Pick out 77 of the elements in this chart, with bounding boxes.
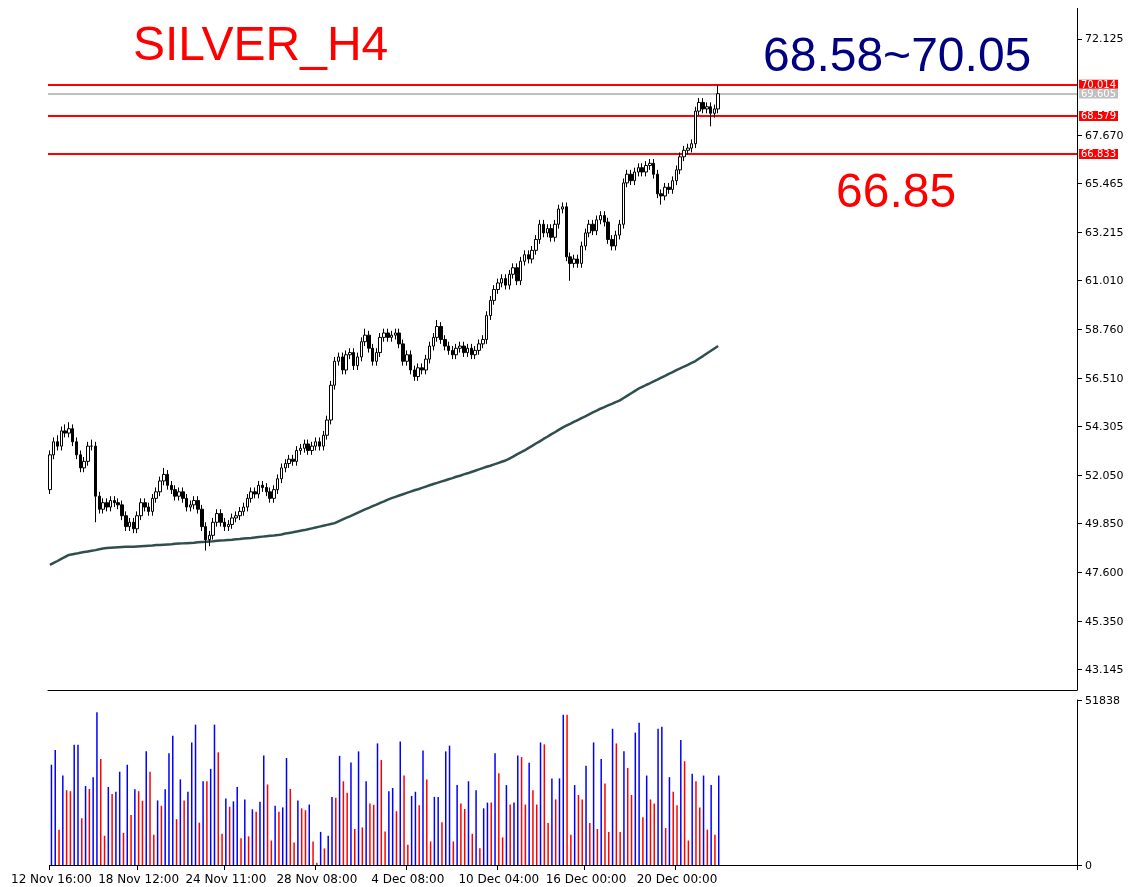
y-tick-label: 47.600 xyxy=(1085,565,1124,579)
y-tick-label: 65.465 xyxy=(1085,177,1124,191)
y-tick-label: 63.215 xyxy=(1085,226,1124,240)
candlestick xyxy=(303,439,306,454)
line-series xyxy=(48,344,720,567)
candlestick xyxy=(314,436,317,451)
candlestick xyxy=(454,343,458,360)
y-tick-label: 58.760 xyxy=(1085,323,1124,337)
y-tick-label: 43.145 xyxy=(1085,662,1124,676)
chart-title: SILVER_H4 xyxy=(133,16,389,70)
candlestick xyxy=(386,328,390,343)
y-tick-label: 67.670 xyxy=(1085,129,1124,143)
y-tick-label: 56.510 xyxy=(1085,371,1124,385)
candlestick xyxy=(416,362,420,382)
candlestick xyxy=(306,439,310,456)
ref-line-label: 66.833 xyxy=(1081,148,1116,160)
y-tick-label: 52.050 xyxy=(1085,469,1124,482)
candlestick xyxy=(527,249,530,264)
candlestick xyxy=(663,182,667,201)
candlestick xyxy=(238,506,242,521)
candlestick xyxy=(109,495,112,512)
y-tick-label: 72.125 xyxy=(1085,32,1124,46)
y-tick-label: 51838 xyxy=(1085,693,1120,707)
candlestick xyxy=(466,343,469,358)
candlestick xyxy=(644,160,648,177)
candlestick xyxy=(549,223,553,243)
x-tick-label: 20 Dec 00:00 xyxy=(636,872,718,886)
candlestick xyxy=(94,441,97,523)
y-tick-label: 0 xyxy=(1085,858,1092,872)
ref-line-label: 68.579 xyxy=(1081,110,1116,122)
candlestick xyxy=(470,343,473,360)
annotation: 66.85 xyxy=(836,163,957,217)
x-tick-label: 16 Dec 00:00 xyxy=(545,872,627,886)
ref-line-label: 70.014 xyxy=(1081,79,1116,91)
x-tick-label: 18 Nov 12:00 xyxy=(98,872,180,886)
candlestick xyxy=(595,215,598,236)
candlestick xyxy=(177,486,181,502)
candlestick xyxy=(716,84,720,114)
candlestick xyxy=(390,330,393,343)
candlestick xyxy=(341,352,344,375)
x-tick-label: 4 Dec 08:00 xyxy=(371,872,445,886)
candlestick xyxy=(287,454,291,469)
candlestick xyxy=(230,513,234,530)
y-tick-label: 54.305 xyxy=(1085,419,1124,433)
x-tick-label: 12 Nov 16:00 xyxy=(10,872,92,886)
candlestick xyxy=(633,167,636,186)
candlestick xyxy=(591,219,595,236)
x-tick-label: 24 Nov 11:00 xyxy=(185,872,267,886)
candlestick xyxy=(504,273,507,290)
candlestick xyxy=(295,445,298,467)
candlestick xyxy=(629,169,633,186)
candlestick xyxy=(113,495,116,508)
candlestick xyxy=(352,347,355,371)
candlestick xyxy=(257,480,260,499)
candlestick xyxy=(310,441,314,456)
candlestick xyxy=(192,495,196,510)
candlestick xyxy=(105,497,109,512)
x-tick-label: 10 Dec 04:00 xyxy=(458,872,540,886)
y-tick-label: 61.010 xyxy=(1085,274,1124,288)
candlestick xyxy=(640,162,644,177)
ref-line-label: 69.605 xyxy=(1081,87,1116,99)
candlestick xyxy=(173,484,177,502)
candlestick xyxy=(344,349,348,375)
candlestick xyxy=(709,101,712,127)
candlestick xyxy=(268,486,272,504)
candlestick xyxy=(462,341,466,358)
y-tick-label: 45.350 xyxy=(1085,614,1124,628)
candlestick xyxy=(477,339,481,356)
candlestick xyxy=(166,469,169,491)
candlestick xyxy=(60,426,63,451)
candlestick xyxy=(701,97,705,114)
candlestick xyxy=(546,223,549,238)
annotation: 68.58~70.05 xyxy=(763,27,1032,81)
x-tick-label: 28 Nov 08:00 xyxy=(276,872,358,886)
candlestick xyxy=(219,508,223,528)
y-tick-label: 49.850 xyxy=(1085,516,1124,530)
candlestick xyxy=(451,345,454,360)
